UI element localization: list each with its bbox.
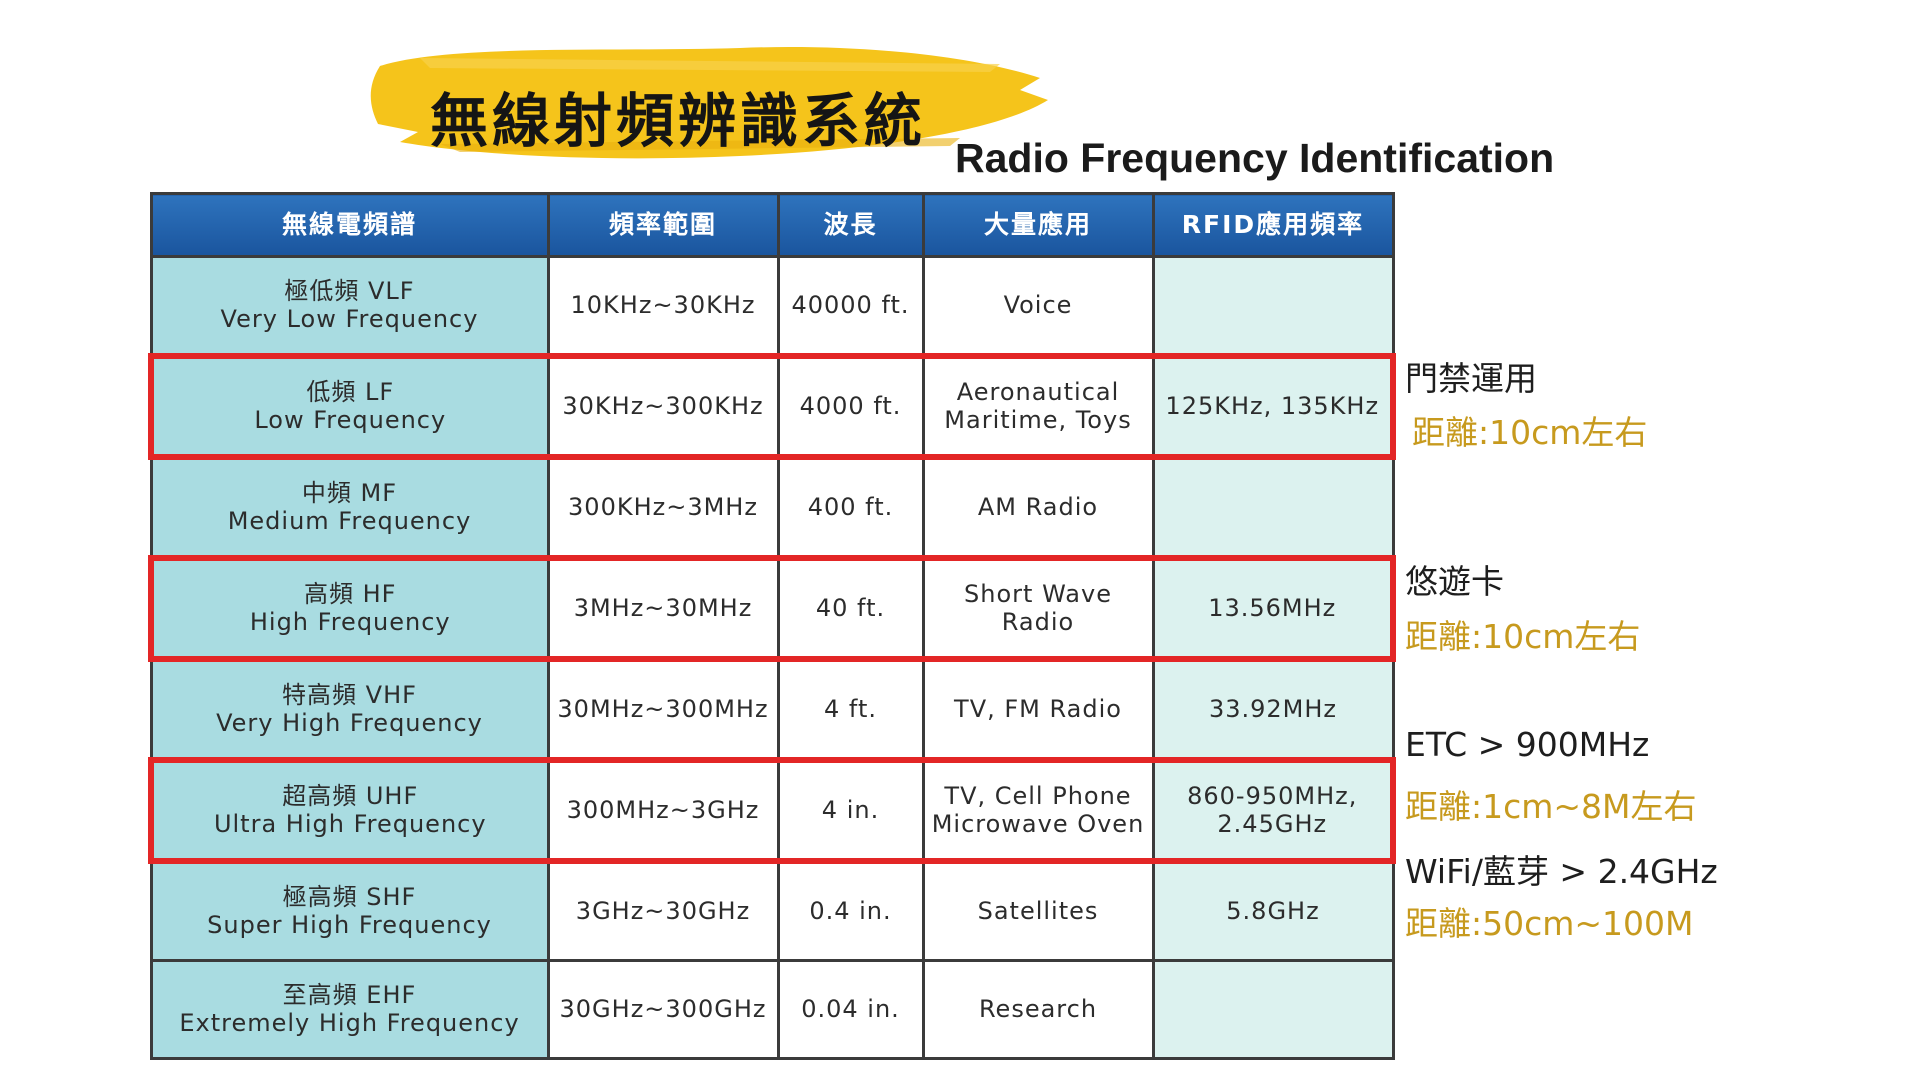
wavelength-cell: 0.4 in. — [776, 859, 925, 962]
wavelength-cell: 40000 ft. — [776, 255, 925, 358]
range-cell: 30GHz~300GHz — [546, 959, 780, 1060]
rfid-cell — [1151, 455, 1395, 560]
range-cell: 300MHz~3GHz — [546, 757, 780, 864]
band-cn-label: 極高頻 SHF — [282, 882, 417, 911]
band-cn-label: 特高頻 VHF — [282, 680, 417, 709]
band-cell: 高頻 HF High Frequency — [148, 555, 550, 662]
band-cell: 特高頻 VHF Very High Frequency — [149, 657, 550, 762]
table-row-ehf: 至高頻 EHF Extremely High Frequency 30GHz~30… — [149, 959, 1395, 1060]
title-banner: 無線射頻辨識系統 — [360, 38, 1050, 168]
table-row-shf: 極高頻 SHF Super High Frequency 3GHz~30GHz 0… — [149, 859, 1395, 962]
table-row-vlf: 極低頻 VLF Very Low Frequency 10KHz~30KHz 40… — [149, 255, 1395, 358]
header-frequency-range: 頻率範圍 — [546, 192, 780, 258]
range-cell: 30MHz~300MHz — [546, 657, 780, 762]
table-row-mf: 中頻 MF Medium Frequency 300KHz~3MHz 400 ft… — [149, 455, 1395, 560]
band-en-label: Super High Frequency — [207, 910, 492, 939]
application-cell: Research — [921, 959, 1155, 1060]
application-cell: Voice — [921, 255, 1155, 358]
band-cell: 中頻 MF Medium Frequency — [149, 455, 550, 560]
rfid-cell: 125KHz, 135KHz — [1151, 353, 1396, 460]
application-cell: Satellites — [921, 859, 1155, 962]
band-en-label: Ultra High Frequency — [213, 809, 487, 838]
brush-highlight — [370, 47, 1048, 159]
wavelength-cell: 4 in. — [776, 757, 925, 864]
band-cell: 至高頻 EHF Extremely High Frequency — [149, 959, 550, 1060]
band-cn-label: 極低頻 VLF — [284, 276, 415, 305]
band-cn-label: 高頻 HF — [304, 579, 397, 608]
application-cell: TV, FM Radio — [921, 657, 1155, 762]
band-cell: 低頻 LF Low Frequency — [148, 353, 550, 460]
band-en-label: Extremely High Frequency — [179, 1008, 520, 1037]
rfid-cell: 13.56MHz — [1151, 555, 1396, 662]
note-uhf-wifi-distance: 距離:50cm~100M — [1405, 904, 1694, 943]
band-en-label: Low Frequency — [254, 405, 447, 434]
note-hf-use: 悠遊卡 — [1405, 562, 1504, 601]
range-cell: 30KHz~300KHz — [546, 353, 780, 460]
application-cell: TV, Cell Phone Microwave Oven — [921, 757, 1155, 864]
table-row-vhf: 特高頻 VHF Very High Frequency 30MHz~300MHz … — [149, 657, 1395, 762]
header-application: 大量應用 — [921, 192, 1155, 258]
note-lf-use: 門禁運用 — [1405, 359, 1537, 398]
note-uhf-etc: ETC > 900MHz — [1405, 725, 1650, 764]
table-row-uhf: 超高頻 UHF Ultra High Frequency 300MHz~3GHz … — [148, 757, 1396, 864]
band-en-label: Very High Frequency — [216, 708, 483, 737]
band-cn-label: 低頻 LF — [306, 377, 395, 406]
wavelength-cell: 4 ft. — [776, 657, 925, 762]
note-uhf-wifi: WiFi/藍芽 > 2.4GHz — [1405, 852, 1718, 891]
title-english: Radio Frequency Identification — [955, 135, 1555, 181]
wavelength-cell: 40 ft. — [776, 555, 925, 662]
header-rfid-frequency: RFID應用頻率 — [1151, 192, 1395, 258]
band-cell: 極高頻 SHF Super High Frequency — [149, 859, 550, 962]
table-row-hf: 高頻 HF High Frequency 3MHz~30MHz 40 ft. Sh… — [148, 555, 1396, 662]
application-cell: Short Wave Radio — [921, 555, 1155, 662]
band-cn-label: 超高頻 UHF — [282, 781, 419, 810]
band-cn-label: 至高頻 EHF — [282, 980, 417, 1009]
band-cell: 超高頻 UHF Ultra High Frequency — [148, 757, 550, 864]
rf-spectrum-table: 無線電頻譜 頻率範圍 波長 大量應用 RFID應用頻率 極低頻 VLF Very … — [148, 192, 1396, 1060]
rfid-cell — [1151, 959, 1395, 1060]
wavelength-cell: 4000 ft. — [776, 353, 925, 460]
range-cell: 3GHz~30GHz — [546, 859, 780, 962]
table-header-row: 無線電頻譜 頻率範圍 波長 大量應用 RFID應用頻率 — [149, 192, 1395, 258]
rfid-cell: 33.92MHz — [1151, 657, 1395, 762]
rfid-cell: 5.8GHz — [1151, 859, 1395, 962]
band-en-label: High Frequency — [249, 607, 451, 636]
application-cell: AM Radio — [921, 455, 1155, 560]
rfid-cell — [1151, 255, 1395, 358]
band-cell: 極低頻 VLF Very Low Frequency — [149, 255, 550, 358]
note-hf-distance: 距離:10cm左右 — [1405, 617, 1641, 656]
range-cell: 3MHz~30MHz — [546, 555, 780, 662]
band-en-label: Very Low Frequency — [220, 304, 479, 333]
range-cell: 10KHz~30KHz — [546, 255, 780, 358]
header-spectrum: 無線電頻譜 — [149, 192, 550, 258]
header-wavelength: 波長 — [776, 192, 925, 258]
title-chinese: 無線射頻辨識系統 — [430, 87, 927, 155]
range-cell: 300KHz~3MHz — [546, 455, 780, 560]
note-lf-distance: 距離:10cm左右 — [1412, 413, 1648, 452]
rfid-cell: 860-950MHz, 2.45GHz — [1151, 757, 1396, 864]
band-cn-label: 中頻 MF — [301, 478, 398, 507]
application-cell: Aeronautical Maritime, Toys — [921, 353, 1155, 460]
note-uhf-etc-distance: 距離:1cm~8M左右 — [1405, 787, 1697, 826]
band-en-label: Medium Frequency — [227, 506, 472, 535]
table-row-lf: 低頻 LF Low Frequency 30KHz~300KHz 4000 ft.… — [148, 353, 1396, 460]
wavelength-cell: 400 ft. — [776, 455, 925, 560]
wavelength-cell: 0.04 in. — [776, 959, 925, 1060]
